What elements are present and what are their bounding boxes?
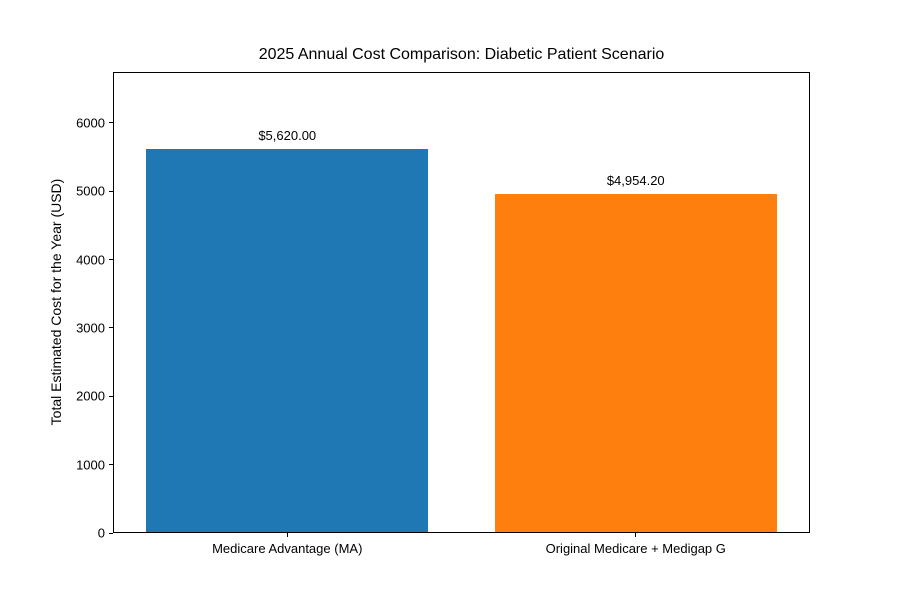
x-tick-mark-1	[635, 533, 637, 537]
y-tick-mark-6000	[109, 122, 113, 124]
x-tick-label-1: Original Medicare + Medigap G	[545, 541, 726, 556]
y-tick-mark-4000	[109, 259, 113, 261]
y-tick-label-2000: 2000	[76, 388, 105, 404]
bar-value-label-1: $4,954.20	[606, 173, 665, 189]
y-tick-mark-3000	[109, 327, 113, 329]
y-tick-label-0: 0	[97, 525, 105, 541]
y-tick-mark-2000	[109, 395, 113, 397]
y-tick-label-1000: 1000	[76, 457, 105, 473]
y-tick-mark-5000	[109, 190, 113, 192]
x-tick-mark-0	[286, 533, 288, 537]
y-tick-label-5000: 5000	[76, 183, 105, 199]
y-tick-label-6000: 6000	[76, 115, 105, 131]
y-tick-mark-0	[109, 532, 113, 534]
y-tick-mark-1000	[109, 464, 113, 466]
bar-1	[494, 194, 777, 532]
bar-0	[146, 148, 429, 532]
y-tick-label-4000: 4000	[76, 252, 105, 268]
chart-title: 2025 Annual Cost Comparison: Diabetic Pa…	[258, 46, 665, 63]
y-tick-label-3000: 3000	[76, 320, 105, 336]
x-tick-label-0: Medicare Advantage (MA)	[212, 541, 363, 556]
bar-value-label-0: $5,620.00	[258, 127, 317, 143]
